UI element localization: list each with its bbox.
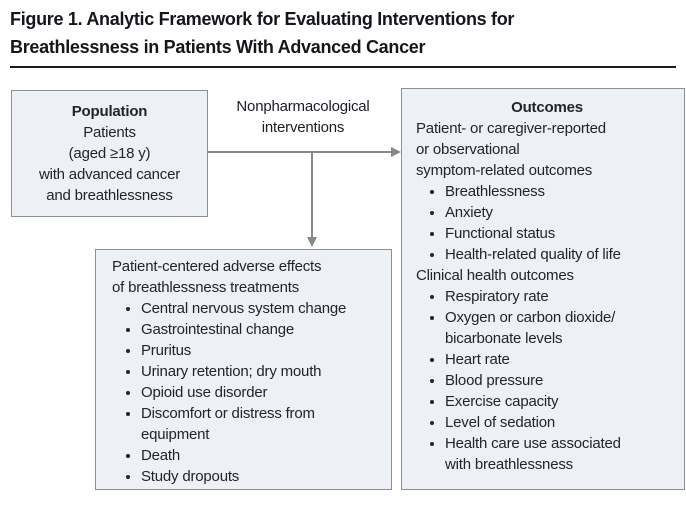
list-item: Urinary retention; dry mouth (141, 361, 383, 382)
list-item: Health care use associated with breathle… (445, 433, 678, 475)
list-item: Blood pressure (445, 370, 678, 391)
clinical-outcomes-subheader: Clinical health outcomes (416, 267, 574, 284)
down-arrowhead-icon (306, 237, 317, 247)
intervention-label: Nonpharmacological interventions (236, 98, 370, 136)
list-item: Breathlessness (445, 181, 678, 202)
population-box: Population Patients (aged ≥18 y) with ad… (11, 90, 208, 217)
list-item: Central nervous system change (141, 298, 383, 319)
list-item: Opioid use disorder (141, 382, 383, 403)
list-item: Oxygen or carbon dioxide/ bicarbonate le… (445, 307, 678, 349)
list-item: Functional status (445, 223, 678, 244)
outcomes-box-header: Outcomes (511, 99, 583, 116)
list-item: Pruritus (141, 340, 383, 361)
list-item: Anxiety (445, 202, 678, 223)
list-item: Heart rate (445, 349, 678, 370)
list-item: Exercise capacity (445, 391, 678, 412)
population-box-body: Patients (aged ≥18 y) with advanced canc… (38, 124, 181, 204)
clinical-outcomes-list: Respiratory rate Oxygen or carbon dioxid… (416, 286, 678, 475)
right-arrowhead-icon (391, 146, 401, 157)
figure-title: Figure 1. Analytic Framework for Evaluat… (10, 9, 515, 57)
adverse-effects-header: Patient-centered adverse effects of brea… (112, 258, 322, 296)
list-item: Respiratory rate (445, 286, 678, 307)
list-item: Discomfort or distress from equipment (141, 403, 383, 445)
adverse-effects-box: Patient-centered adverse effects of brea… (95, 249, 392, 490)
list-item: Health-related quality of life (445, 244, 678, 265)
list-item: Study dropouts (141, 466, 383, 487)
population-box-header: Population (71, 103, 148, 120)
horizontal-connector-line (208, 151, 394, 153)
adverse-effects-list: Central nervous system change Gastrointe… (112, 298, 383, 487)
list-item: Level of sedation (445, 412, 678, 433)
list-item: Gastrointestinal change (141, 319, 383, 340)
symptom-outcomes-subheader: Patient- or caregiver-reported or observ… (416, 120, 606, 179)
outcomes-box: Outcomes Patient- or caregiver-reported … (401, 88, 685, 490)
title-divider (10, 66, 676, 68)
vertical-connector-line (311, 152, 313, 238)
symptom-outcomes-list: Breathlessness Anxiety Functional status… (416, 181, 678, 265)
list-item: Death (141, 445, 383, 466)
